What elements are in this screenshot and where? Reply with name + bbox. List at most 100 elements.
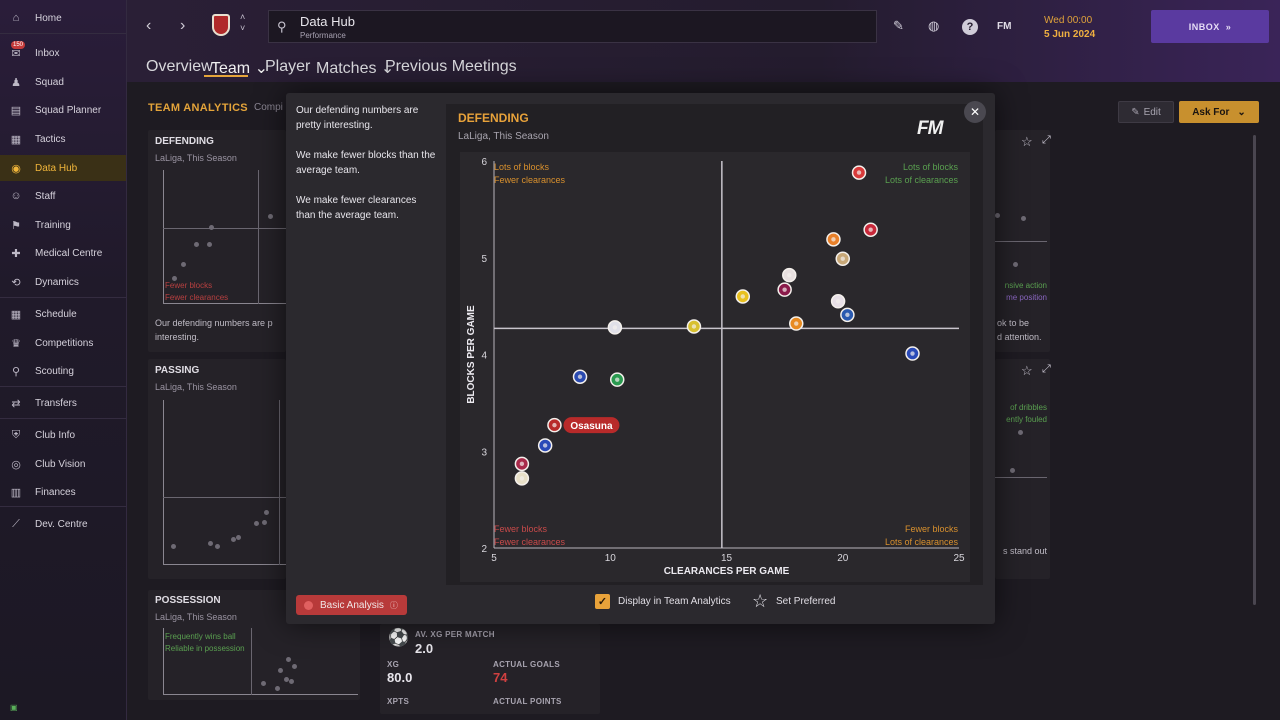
passing-card[interactable]	[148, 359, 286, 579]
club-crest-icon[interactable]	[212, 14, 230, 36]
dynamics-icon: ⟲	[11, 276, 21, 289]
actual-points-label: ACTUAL POINTS	[493, 697, 562, 706]
sidebar-item-inbox[interactable]: ✉ 150 Inbox	[0, 40, 126, 66]
mini-dot	[194, 242, 199, 247]
mini-dot	[268, 214, 273, 219]
search-icon: ⚲	[277, 19, 287, 34]
mini-dot	[209, 225, 214, 230]
club-switch-icon[interactable]: ˄ ˅	[240, 12, 246, 33]
defending-card[interactable]	[148, 130, 286, 352]
sidebar-item-training[interactable]: ⚑ Training	[0, 212, 126, 238]
back-arrow-icon[interactable]: ‹	[146, 17, 152, 34]
finances-icon: ▥	[10, 486, 22, 499]
sidebar-item-label: Data Hub	[35, 162, 78, 174]
sidebar-item-label: Training	[35, 219, 71, 231]
possession-q2: Reliable in possession	[165, 644, 245, 653]
edit-button[interactable]: ✎ Edit	[1118, 101, 1174, 123]
expand-icon[interactable]: ⤢	[1042, 134, 1051, 146]
sidebar-item-data-hub[interactable]: ◉ Data Hub	[0, 155, 126, 181]
sidebar-item-home[interactable]: ⌂ Home	[0, 5, 126, 31]
sidebar-item-schedule[interactable]: ▦ Schedule	[0, 301, 126, 327]
passing-card-sub: LaLiga, This Season	[155, 382, 237, 392]
display-checkbox[interactable]: ✓	[595, 594, 610, 609]
analysis-text-3: We make fewer clearances than the averag…	[296, 195, 417, 221]
help-icon[interactable]: ?	[962, 19, 978, 35]
sidebar-item-club-vision[interactable]: ◎ Club Vision	[0, 451, 126, 477]
tab-team[interactable]: Team ⌄	[211, 60, 268, 77]
star-icon[interactable]: ☆	[1021, 363, 1033, 378]
sidebar-divider	[0, 33, 126, 34]
sidebar-item-club-info[interactable]: ⛨ Club Info	[0, 422, 126, 448]
star-preferred-icon[interactable]: ☆	[752, 591, 769, 611]
sidebar-item-dynamics[interactable]: ⟲ Dynamics	[0, 269, 126, 295]
tab-matches[interactable]: Matches ⌄	[316, 60, 395, 77]
scrollbar[interactable]	[1253, 135, 1256, 605]
ask-for-button[interactable]: Ask For ⌄	[1179, 101, 1259, 123]
sidebar-item-label: Squad	[35, 76, 64, 88]
close-button[interactable]: ✕	[964, 101, 986, 123]
right-top-text: ok to be d attention.	[997, 316, 1049, 344]
tab-player[interactable]: Player	[265, 58, 311, 75]
edit-pencil-icon[interactable]: ✎	[893, 18, 904, 33]
checkmark-icon: ✓	[597, 596, 608, 608]
xpts-label: XPTS	[387, 697, 410, 706]
mini-q1: Fewer blocks	[165, 281, 213, 290]
sidebar-item-squad[interactable]: ♟ Squad	[0, 69, 126, 95]
inbox-count-badge: 150	[11, 41, 26, 49]
double-chevron-icon: »	[1225, 21, 1232, 32]
globe-icon[interactable]: ◍	[928, 18, 940, 33]
game-date[interactable]: Wed 00:00 5 Jun 2024	[1044, 14, 1095, 42]
sidebar-divider	[0, 418, 126, 419]
mini-avg-line	[163, 228, 286, 229]
sidebar-divider	[0, 297, 126, 298]
calendar-icon: ▦	[10, 308, 22, 321]
tab-previous-meetings[interactable]: Previous Meetings	[385, 58, 517, 75]
basic-analysis-label: Basic Analysis	[320, 599, 384, 611]
mini-dot	[995, 213, 1000, 218]
mini-avg-line-v	[279, 400, 280, 565]
right-mid-text: s stand out	[1002, 546, 1047, 556]
analysis-dot-icon	[304, 600, 313, 610]
mini-dot	[236, 535, 241, 540]
tab-overview[interactable]: Overview	[146, 58, 213, 75]
page-subtitle: Performance	[300, 31, 346, 40]
sidebar-item-label: Squad Planner	[35, 104, 102, 116]
fm-logo: FM	[917, 118, 943, 139]
forward-arrow-icon[interactable]: ›	[180, 17, 186, 34]
sidebar-item-scouting[interactable]: ⚲ Scouting	[0, 358, 126, 384]
expand-icon[interactable]: ⤢	[1042, 363, 1051, 375]
mini-dot	[254, 521, 259, 526]
sidebar-item-label: Tactics	[35, 133, 66, 145]
sidebar-item-medical-centre[interactable]: ✚ Medical Centre	[0, 240, 126, 266]
mini-dot	[286, 657, 291, 662]
set-preferred-label[interactable]: Set Preferred	[776, 596, 836, 607]
sidebar-item-finances[interactable]: ▥ Finances	[0, 479, 126, 505]
mini-dot	[284, 677, 289, 682]
mini-dot	[264, 510, 269, 515]
mini-q2: Fewer clearances	[165, 293, 229, 302]
possession-quadrant-label: Frequently wins ball Reliable in possessi…	[165, 631, 245, 655]
inbox-continue-button[interactable]: INBOX »	[1151, 10, 1269, 43]
fm-menu-icon[interactable]: FM	[997, 21, 1012, 32]
sidebar-item-transfers[interactable]: ⇄ Transfers	[0, 390, 126, 416]
right-card-mid[interactable]	[995, 359, 1050, 579]
chevron-down-icon: ⌄	[1237, 106, 1246, 118]
sidebar-item-squad-planner[interactable]: ▤ Squad Planner	[0, 97, 126, 123]
home-icon: ⌂	[12, 12, 20, 24]
search-bar[interactable]: ⚲ Data Hub Performance	[268, 10, 877, 43]
mini-avg-line-v	[251, 628, 252, 695]
mini-dot	[181, 262, 186, 267]
sidebar-item-dev-centre[interactable]: ⟋ Dev. Centre	[0, 511, 126, 537]
sidebar-item-staff[interactable]: ☺ Staff	[0, 183, 126, 209]
sidebar-item-tactics[interactable]: ▦ Tactics	[0, 126, 126, 152]
defending-card-sub: LaLiga, This Season	[155, 153, 237, 163]
star-icon[interactable]: ☆	[1021, 134, 1033, 149]
sidebar-divider	[0, 506, 126, 507]
data-hub-icon: ◉	[11, 162, 21, 175]
defending-mini-chart	[163, 170, 286, 304]
chart-plot-area	[460, 152, 970, 582]
basic-analysis-button[interactable]: Basic Analysis ⓘ	[296, 595, 407, 615]
right-mid-t1: of dribbles	[1010, 403, 1047, 412]
xg-card[interactable]	[380, 624, 600, 714]
sidebar-item-competitions[interactable]: ♛ Competitions	[0, 330, 126, 356]
